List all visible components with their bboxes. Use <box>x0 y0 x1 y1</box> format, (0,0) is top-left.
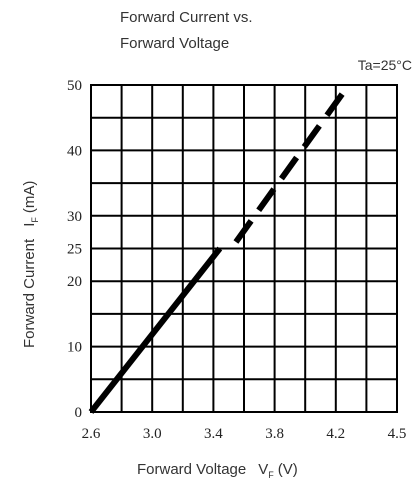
x-tick-label: 4.5 <box>388 426 407 442</box>
x-tick-label: 4.2 <box>326 426 345 442</box>
grid-lines <box>91 85 397 412</box>
y-tick-label: 30 <box>67 209 82 225</box>
y-tick-label: 10 <box>67 340 82 356</box>
series-line-solid <box>88 246 223 414</box>
temperature-condition-label: Ta=25°C <box>358 57 412 73</box>
chart-title-line2: Forward Voltage <box>120 35 229 52</box>
x-tick-label: 2.6 <box>82 426 101 442</box>
y-axis-symbol: I <box>21 223 38 227</box>
y-tick-labels: 0 10 20 25 30 40 50 <box>67 78 82 421</box>
data-series <box>88 83 352 414</box>
x-axis-symbol-subscript: F <box>268 470 274 480</box>
series-line-dashed <box>233 83 352 244</box>
y-tick-label: 40 <box>67 143 82 159</box>
x-axis-symbol: V <box>258 461 268 478</box>
y-axis-unit: (mA) <box>21 181 38 214</box>
y-tick-label: 25 <box>67 242 82 258</box>
y-tick-label: 0 <box>75 405 83 421</box>
x-axis-label: Forward Voltage <box>137 461 246 478</box>
chart-title-line1: Forward Current vs. <box>120 9 253 26</box>
y-axis-label: Forward Current <box>21 238 38 348</box>
x-tick-label: 3.0 <box>143 426 162 442</box>
plot-frame <box>90 84 398 413</box>
y-tick-label: 50 <box>67 78 82 94</box>
x-axis-unit: (V) <box>278 461 298 478</box>
y-axis-symbol-subscript: F <box>30 217 40 223</box>
y-tick-label: 20 <box>67 274 82 290</box>
x-axis-title: Forward Voltage VF (V) <box>137 461 298 480</box>
x-tick-labels: 2.6 3.0 3.4 3.8 4.2 4.5 <box>82 426 407 442</box>
y-axis-title: Forward Current IF (mA) <box>21 181 40 348</box>
x-tick-label: 3.4 <box>204 426 223 442</box>
x-tick-label: 3.8 <box>265 426 284 442</box>
